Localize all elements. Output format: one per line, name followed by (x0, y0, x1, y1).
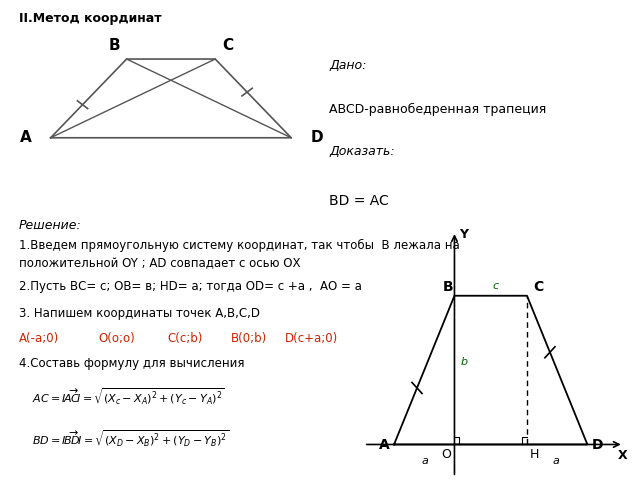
Text: ABCD-равнобедренная трапеция: ABCD-равнобедренная трапеция (329, 103, 546, 117)
Text: B: B (108, 38, 120, 53)
Text: Y: Y (459, 228, 468, 241)
Text: D: D (310, 130, 323, 145)
Text: H: H (530, 448, 539, 461)
Text: C: C (222, 38, 234, 53)
Text: A: A (20, 130, 32, 145)
Text: O: O (441, 448, 451, 461)
Text: a: a (421, 456, 428, 466)
Text: BD = AC: BD = AC (329, 194, 389, 208)
Text: 4.Составь формулу для вычисления: 4.Составь формулу для вычисления (19, 357, 244, 369)
Text: $AC = I\!\overrightarrow{AC}\!I = \sqrt{(X_c - X_A)^2 + (Y_c - Y_A)^2}$: $AC = I\!\overrightarrow{AC}\!I = \sqrt{… (32, 386, 225, 406)
Text: X: X (618, 449, 627, 462)
Text: A: A (379, 438, 390, 453)
Text: C(c;b): C(c;b) (168, 332, 203, 345)
Text: a: a (553, 456, 559, 466)
Text: D(c+a;0): D(c+a;0) (285, 332, 338, 345)
Text: c: c (492, 281, 499, 291)
Text: A(-a;0): A(-a;0) (19, 332, 60, 345)
Text: 2.Пусть ВС= c; ОВ= в; HD= a; тогда OD= с +a ,  АО = a: 2.Пусть ВС= c; ОВ= в; HD= a; тогда OD= с… (19, 280, 362, 293)
Text: Дано:: Дано: (329, 59, 367, 72)
Text: b: b (460, 357, 468, 367)
Text: B: B (442, 280, 453, 294)
Text: $BD = I\!\overrightarrow{BD}\!I = \sqrt{(X_D - X_B)^2 + (Y_D - Y_B)^2}$: $BD = I\!\overrightarrow{BD}\!I = \sqrt{… (32, 428, 229, 448)
Text: D: D (592, 438, 604, 453)
Text: B(0;b): B(0;b) (231, 332, 267, 345)
Text: C: C (533, 280, 543, 294)
Text: II.Метод координат: II.Метод координат (19, 12, 161, 25)
Text: 3. Напишем координаты точек А,В,С,D: 3. Напишем координаты точек А,В,С,D (19, 308, 260, 320)
Text: 1.Введем прямоугольную систему координат, так чтобы  В лежала на
положительной O: 1.Введем прямоугольную систему координат… (19, 239, 460, 270)
Text: O(o;o): O(o;o) (98, 332, 135, 345)
Text: Решение:: Решение: (19, 219, 82, 232)
Text: Доказать:: Доказать: (329, 145, 395, 158)
